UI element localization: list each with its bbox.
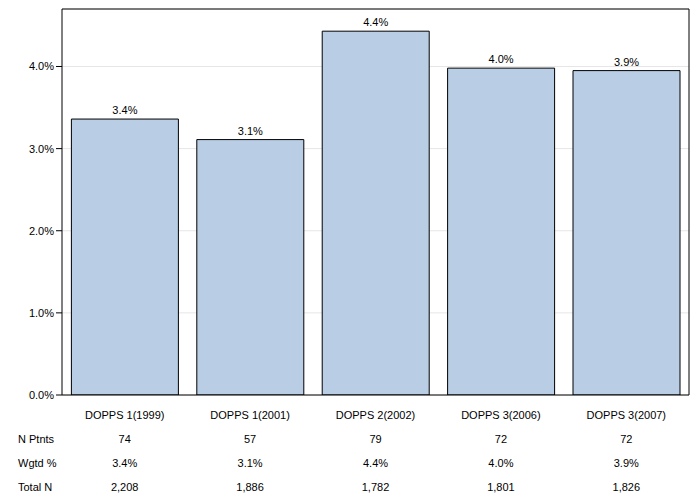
svg-text:1.0%: 1.0% bbox=[29, 307, 54, 319]
svg-text:4.0%: 4.0% bbox=[489, 53, 514, 65]
svg-text:4.4%: 4.4% bbox=[363, 457, 388, 469]
svg-text:Total N: Total N bbox=[18, 481, 52, 493]
svg-text:4.0%: 4.0% bbox=[488, 457, 513, 469]
svg-text:0.0%: 0.0% bbox=[29, 389, 54, 401]
svg-text:1,801: 1,801 bbox=[487, 481, 515, 493]
svg-text:4.4%: 4.4% bbox=[363, 16, 388, 28]
svg-text:N Ptnts: N Ptnts bbox=[18, 433, 55, 445]
svg-text:1,826: 1,826 bbox=[613, 481, 641, 493]
svg-text:74: 74 bbox=[119, 433, 131, 445]
svg-text:3.1%: 3.1% bbox=[238, 457, 263, 469]
svg-text:DOPPS 1(2001): DOPPS 1(2001) bbox=[210, 409, 289, 421]
svg-text:72: 72 bbox=[495, 433, 507, 445]
svg-text:4.0%: 4.0% bbox=[29, 60, 54, 72]
svg-text:DOPPS 3(2006): DOPPS 3(2006) bbox=[461, 409, 540, 421]
svg-text:DOPPS 2(2002): DOPPS 2(2002) bbox=[336, 409, 415, 421]
svg-text:1,886: 1,886 bbox=[236, 481, 264, 493]
svg-text:2.0%: 2.0% bbox=[29, 225, 54, 237]
svg-text:Wgtd %: Wgtd % bbox=[18, 457, 57, 469]
svg-text:79: 79 bbox=[369, 433, 381, 445]
svg-text:3.9%: 3.9% bbox=[614, 56, 639, 68]
svg-text:57: 57 bbox=[244, 433, 256, 445]
svg-text:3.1%: 3.1% bbox=[238, 125, 263, 137]
svg-text:3.4%: 3.4% bbox=[112, 104, 137, 116]
svg-text:2,208: 2,208 bbox=[111, 481, 139, 493]
svg-text:3.4%: 3.4% bbox=[112, 457, 137, 469]
svg-text:3.9%: 3.9% bbox=[614, 457, 639, 469]
svg-text:72: 72 bbox=[620, 433, 632, 445]
svg-text:DOPPS 3(2007): DOPPS 3(2007) bbox=[587, 409, 666, 421]
svg-text:3.0%: 3.0% bbox=[29, 143, 54, 155]
svg-text:DOPPS 1(1999): DOPPS 1(1999) bbox=[85, 409, 164, 421]
svg-text:1,782: 1,782 bbox=[362, 481, 390, 493]
